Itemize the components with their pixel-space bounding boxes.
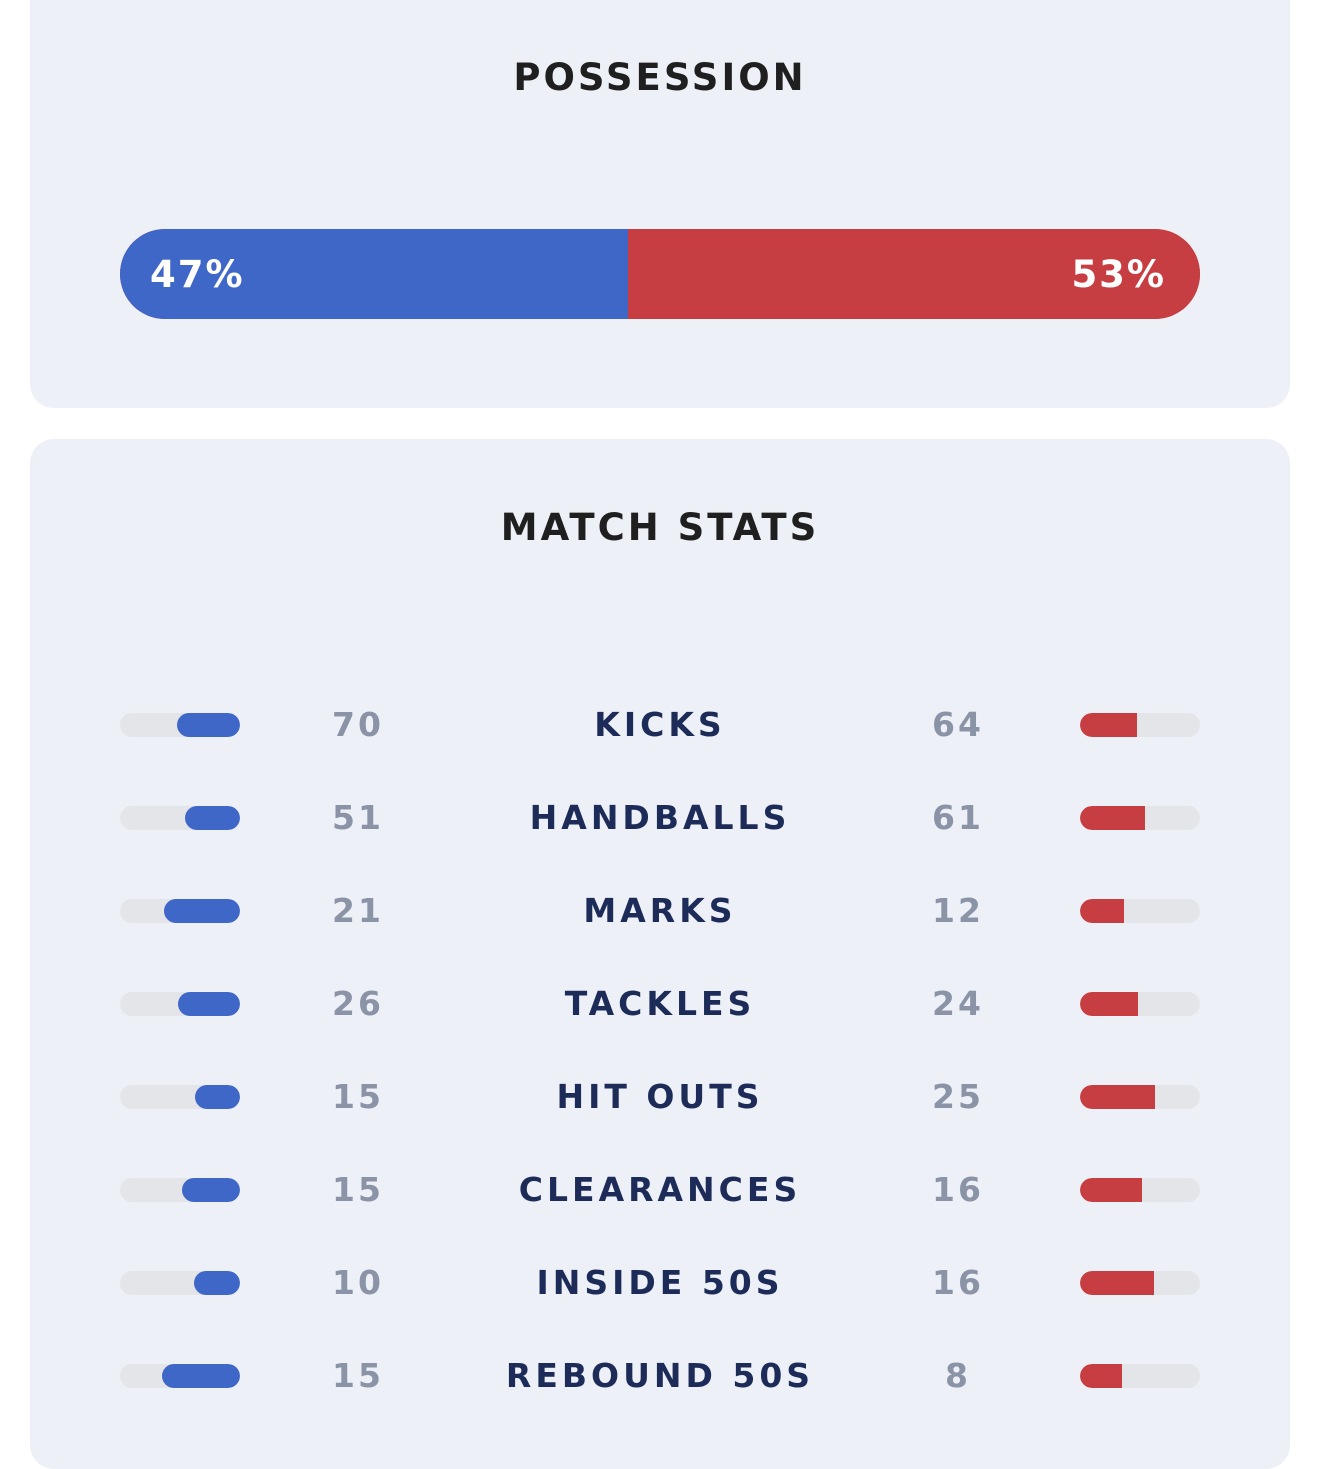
stat-name: INSIDE 50S <box>536 1263 784 1302</box>
possession-card: POSSESSION 47% 53% <box>30 0 1290 408</box>
stat-row-rebound-50s: 15 REBOUND 50S 8 <box>30 1346 1290 1406</box>
away-stat-value: 8 <box>945 1356 971 1395</box>
away-stat-value: 12 <box>932 891 984 930</box>
match-stats-card: MATCH STATS 70 KICKS 64 51 HANDBALLS 61 … <box>30 439 1290 1469</box>
home-stat-value: 70 <box>332 705 384 744</box>
away-stat-value: 16 <box>932 1170 984 1209</box>
home-stat-fill <box>195 1085 240 1109</box>
away-stat-value: 24 <box>932 984 984 1023</box>
home-stat-fill <box>185 806 240 830</box>
away-stat-bar <box>1080 1364 1200 1388</box>
stat-row-hit-outs: 15 HIT OUTS 25 <box>30 1067 1290 1127</box>
home-stat-value: 10 <box>332 1263 384 1302</box>
away-stat-fill <box>1080 1364 1122 1388</box>
home-stat-bar <box>120 1271 240 1295</box>
away-stat-value: 61 <box>932 798 984 837</box>
stat-name: REBOUND 50S <box>505 1356 815 1395</box>
possession-away-segment: 53% <box>627 229 1200 319</box>
away-stat-bar <box>1080 1178 1200 1202</box>
away-stat-value: 16 <box>932 1263 984 1302</box>
home-stat-value: 26 <box>332 984 384 1023</box>
stat-row-kicks: 70 KICKS 64 <box>30 695 1290 755</box>
match-stats-title: MATCH STATS <box>500 506 820 549</box>
stat-row-marks: 21 MARKS 12 <box>30 881 1290 941</box>
possession-title: POSSESSION <box>513 56 807 99</box>
stat-row-handballs: 51 HANDBALLS 61 <box>30 788 1290 848</box>
home-stat-fill <box>177 992 240 1016</box>
home-stat-fill <box>177 713 240 737</box>
away-stat-fill <box>1080 992 1138 1016</box>
away-stat-bar <box>1080 713 1200 737</box>
stat-row-inside-50s: 10 INSIDE 50S 16 <box>30 1253 1290 1313</box>
away-stat-bar <box>1080 806 1200 830</box>
stat-name: CLEARANCES <box>518 1170 802 1209</box>
away-stat-value: 25 <box>932 1077 984 1116</box>
away-stat-fill <box>1080 806 1146 830</box>
home-stat-value: 15 <box>332 1077 384 1116</box>
home-stat-bar <box>120 1364 240 1388</box>
stat-row-clearances: 15 CLEARANCES 16 <box>30 1160 1290 1220</box>
stat-name: KICKS <box>594 705 726 744</box>
stat-name: TACKLES <box>564 984 756 1023</box>
home-stat-fill <box>181 1178 240 1202</box>
home-stat-value: 15 <box>332 1356 384 1395</box>
away-stat-fill <box>1080 713 1138 737</box>
home-stat-fill <box>193 1271 240 1295</box>
away-stat-bar <box>1080 1271 1200 1295</box>
home-stat-value: 51 <box>332 798 384 837</box>
home-stat-bar <box>120 1178 240 1202</box>
away-stat-bar <box>1080 899 1200 923</box>
away-stat-fill <box>1080 1271 1154 1295</box>
home-stat-bar <box>120 713 240 737</box>
possession-home-label: 47% <box>150 252 245 296</box>
away-stat-value: 64 <box>932 705 984 744</box>
stat-name: HANDBALLS <box>529 798 791 837</box>
home-stat-bar <box>120 992 240 1016</box>
away-stat-bar <box>1080 1085 1200 1109</box>
possession-home-segment: 47% <box>120 229 628 319</box>
away-stat-fill <box>1080 1178 1142 1202</box>
stat-row-tackles: 26 TACKLES 24 <box>30 974 1290 1034</box>
home-stat-bar <box>120 1085 240 1109</box>
home-stat-fill <box>163 899 240 923</box>
away-stat-fill <box>1080 899 1124 923</box>
home-stat-bar <box>120 806 240 830</box>
stat-name: HIT OUTS <box>556 1077 764 1116</box>
home-stat-bar <box>120 899 240 923</box>
possession-away-label: 53% <box>1071 252 1166 296</box>
away-stat-fill <box>1080 1085 1155 1109</box>
away-stat-bar <box>1080 992 1200 1016</box>
stat-name: MARKS <box>583 891 737 930</box>
home-stat-value: 21 <box>332 891 384 930</box>
home-stat-fill <box>161 1364 240 1388</box>
possession-bar: 47% 53% <box>120 229 1200 319</box>
home-stat-value: 15 <box>332 1170 384 1209</box>
